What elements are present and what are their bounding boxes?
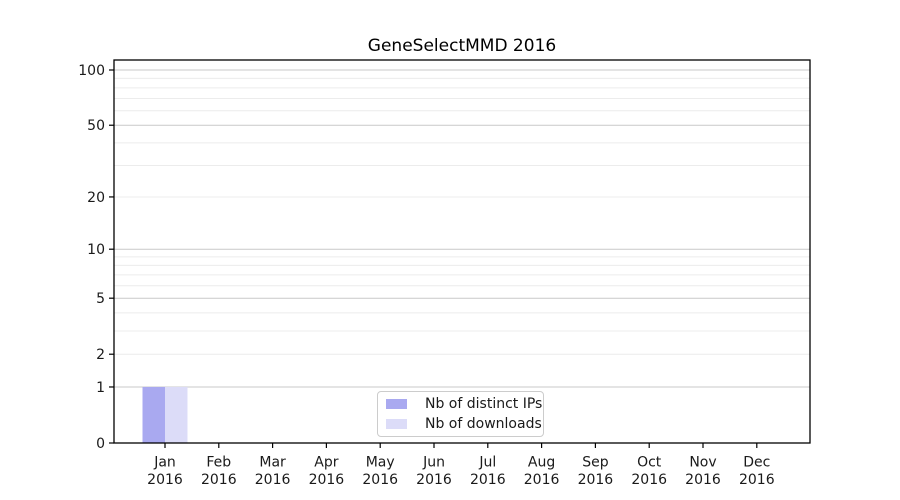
legend-item-distinct-ips: Nb of distinct IPs <box>386 394 543 414</box>
legend-swatch-color <box>386 419 407 429</box>
legend-swatch-color <box>386 399 407 409</box>
chart-legend: Nb of distinct IPs Nb of downloads <box>377 391 544 437</box>
bar-nb-of-downloads-jan-2016 <box>165 386 188 443</box>
x-tick-label-month: Jul <box>478 455 496 471</box>
plot-frame <box>113 59 811 444</box>
x-tick-label-year: 2016 <box>739 472 775 488</box>
y-tick-label: 2 <box>96 347 105 363</box>
legend-swatch-downloads <box>386 419 407 429</box>
x-tick-label-month: Dec <box>743 455 770 471</box>
x-tick-label-month: Nov <box>689 455 716 471</box>
x-tick-label-month: Jun <box>422 455 445 471</box>
x-tick-label-month: Jan <box>153 455 176 471</box>
chart-title: GeneSelectMMD 2016 <box>367 36 557 56</box>
x-tick-label-month: Mar <box>259 455 286 471</box>
x-tick-label-month: Sep <box>582 455 609 471</box>
y-tick-label: 20 <box>87 190 105 206</box>
y-tick-label: 0 <box>96 436 105 452</box>
legend-swatch-distinct-ips <box>386 399 407 409</box>
legend-label-downloads: Nb of downloads <box>425 416 542 432</box>
x-tick-label-year: 2016 <box>201 472 237 488</box>
legend-label-distinct-ips: Nb of distinct IPs <box>425 396 543 412</box>
x-tick-label-year: 2016 <box>631 472 667 488</box>
y-tick-label: 100 <box>78 63 105 79</box>
x-tick-label-year: 2016 <box>578 472 614 488</box>
x-tick-label-month: May <box>366 455 395 471</box>
y-tick-label: 1 <box>96 380 105 396</box>
x-tick-label-month: Aug <box>528 455 555 471</box>
x-tick-label-year: 2016 <box>147 472 183 488</box>
x-tick-label-year: 2016 <box>255 472 291 488</box>
x-tick-label-month: Feb <box>206 455 231 471</box>
y-tick-label: 5 <box>96 291 105 307</box>
x-tick-label-year: 2016 <box>309 472 345 488</box>
x-tick-label-year: 2016 <box>685 472 721 488</box>
x-tick-label-year: 2016 <box>416 472 452 488</box>
y-tick-label: 10 <box>87 242 105 258</box>
x-tick-label-year: 2016 <box>524 472 560 488</box>
x-tick-label-month: Apr <box>314 455 338 471</box>
x-tick-label-month: Oct <box>637 455 662 471</box>
y-tick-label: 50 <box>87 118 105 134</box>
legend-item-downloads: Nb of downloads <box>386 414 543 434</box>
x-tick-label-year: 2016 <box>362 472 398 488</box>
x-tick-label-year: 2016 <box>470 472 506 488</box>
bar-nb-of-distinct-ips-jan-2016 <box>142 386 165 443</box>
